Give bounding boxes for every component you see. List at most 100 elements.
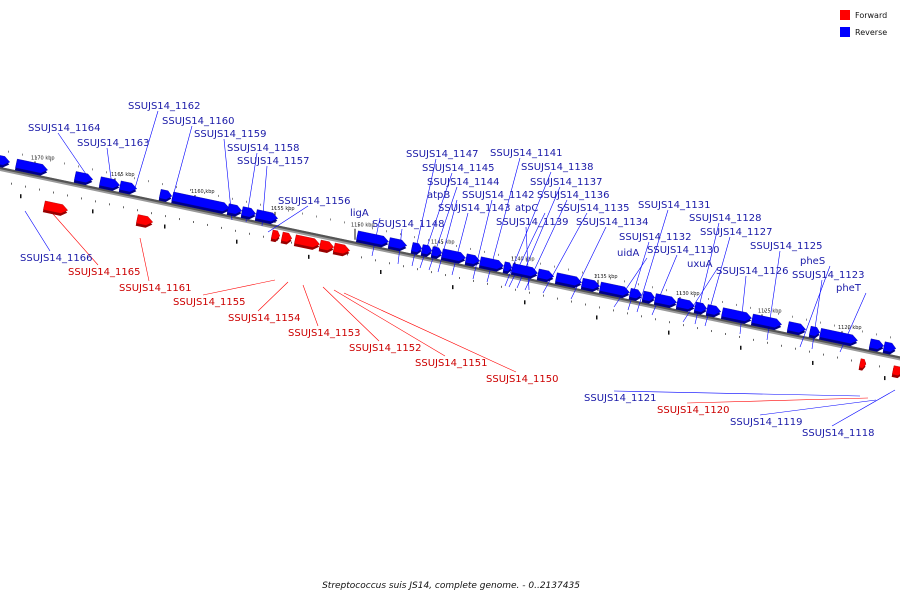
gene-label: atpC	[515, 203, 538, 214]
minor-tick-upper	[316, 215, 317, 218]
minor-tick-upper	[512, 256, 513, 259]
reverse-gene-arrow	[641, 290, 656, 304]
reverse-gene-arrow	[420, 244, 433, 257]
minor-tick-lower	[445, 274, 446, 277]
reverse-gene-arrow	[98, 176, 121, 191]
minor-tick-lower	[249, 232, 250, 235]
minor-tick-upper	[694, 295, 695, 298]
leader-line	[682, 268, 718, 323]
gene-label: SSUJS14_1145	[422, 163, 495, 174]
gene-label: uxuA	[687, 259, 713, 270]
minor-tick-upper	[400, 233, 401, 236]
reverse-gene-arrow	[705, 304, 722, 318]
gene-arrow-body	[388, 237, 408, 249]
gene-arrow-body	[270, 229, 281, 240]
gene-arrow-body	[255, 209, 279, 222]
minor-tick-lower	[543, 294, 544, 297]
reverse-gene-arrow	[580, 277, 601, 292]
reverse-gene-arrow	[171, 191, 230, 214]
reverse-gene-arrow	[653, 293, 678, 309]
minor-tick-upper	[120, 174, 121, 177]
gene-arrow-body	[99, 176, 121, 189]
minor-tick-lower	[585, 303, 586, 306]
gene-arrow-body	[581, 277, 601, 290]
minor-tick-lower	[795, 347, 796, 350]
gene-arrow-body	[241, 206, 257, 218]
minor-tick-lower	[767, 341, 768, 344]
gene-label: SSUJS14_1130	[647, 245, 720, 256]
minor-tick-lower	[151, 212, 152, 215]
gene-label: SSUJS14_1151	[415, 358, 488, 369]
gene-label: SSUJS14_1144	[427, 177, 500, 188]
major-tick-lower	[740, 345, 742, 350]
leader-line	[322, 286, 380, 342]
reverse-gene-arrow	[478, 256, 504, 272]
minor-tick-lower	[487, 282, 488, 285]
reverse-gene-arrow	[240, 206, 257, 220]
gene-label: SSUJS14_1155	[173, 297, 246, 308]
forward-gene-arrow	[280, 231, 293, 245]
minor-tick-lower	[711, 330, 712, 333]
gene-label: SSUJS14_1158	[227, 143, 300, 154]
minor-tick-upper	[36, 156, 37, 159]
minor-tick-lower	[67, 194, 68, 197]
gene-arrow-body	[858, 358, 867, 369]
reverse-gene-arrow	[118, 180, 138, 195]
leader-line	[739, 275, 747, 335]
leader-line	[24, 210, 51, 252]
reverse-gene-arrow	[675, 297, 696, 312]
minor-tick-lower	[179, 218, 180, 221]
minor-tick-lower	[347, 253, 348, 256]
minor-tick-lower	[95, 200, 96, 203]
gene-label: SSUJS14_1150	[486, 374, 559, 385]
minor-tick-upper	[190, 188, 191, 191]
minor-tick-lower	[361, 256, 362, 259]
gene-arrow-body	[537, 268, 555, 280]
gene-arrow-body	[479, 256, 504, 270]
kbp-tick-label: 1145 kbp	[431, 240, 455, 246]
minor-tick-lower	[725, 332, 726, 335]
minor-tick-upper	[232, 197, 233, 200]
minor-tick-lower	[641, 315, 642, 318]
forward-gene-arrow	[318, 239, 335, 253]
reverse-gene-arrow	[158, 189, 173, 203]
leader-line	[267, 205, 309, 233]
gene-label: SSUJS14_1131	[638, 200, 711, 211]
leader-line	[57, 132, 91, 181]
leader-line	[333, 289, 446, 357]
reverse-gene-arrow	[355, 230, 389, 248]
minor-tick-lower	[669, 321, 670, 324]
leader-line	[472, 199, 493, 280]
gene-label: SSUJS14_1152	[349, 343, 422, 354]
minor-tick-upper	[176, 186, 177, 189]
minor-tick-upper	[596, 274, 597, 277]
minor-tick-upper	[876, 333, 877, 336]
minor-tick-upper	[554, 265, 555, 268]
minor-tick-lower	[655, 318, 656, 321]
gene-label: ligA	[350, 208, 369, 219]
gene-labels: SSUJS14_1166 SSUJS14_1165 SSUJS14_1164 SSUJ…	[20, 101, 875, 439]
gene-label: SSUJS14_1126	[716, 266, 789, 277]
gene-arrow-body	[809, 325, 821, 337]
minor-tick-upper	[792, 315, 793, 318]
minor-tick-upper	[246, 200, 247, 203]
gene-arrow-body	[502, 261, 513, 272]
reverse-gene-arrow	[882, 341, 897, 355]
gene-label: pheS	[800, 256, 825, 267]
minor-tick-upper	[330, 218, 331, 221]
leader-line	[831, 389, 896, 427]
minor-tick-lower	[571, 300, 572, 303]
minor-tick-upper	[288, 209, 289, 212]
minor-tick-lower	[851, 359, 852, 362]
minor-tick-lower	[291, 241, 292, 244]
kbp-tick-label: 1150 kbp	[351, 223, 375, 229]
minor-tick-lower	[879, 365, 880, 368]
gene-arrow-body	[721, 307, 752, 322]
major-tick-lower	[92, 209, 94, 214]
minor-tick-lower	[11, 182, 12, 185]
minor-tick-upper	[50, 159, 51, 162]
minor-tick-upper	[470, 247, 471, 250]
leader-line	[302, 284, 319, 327]
minor-tick-upper	[820, 321, 821, 324]
leader-line	[45, 205, 99, 266]
